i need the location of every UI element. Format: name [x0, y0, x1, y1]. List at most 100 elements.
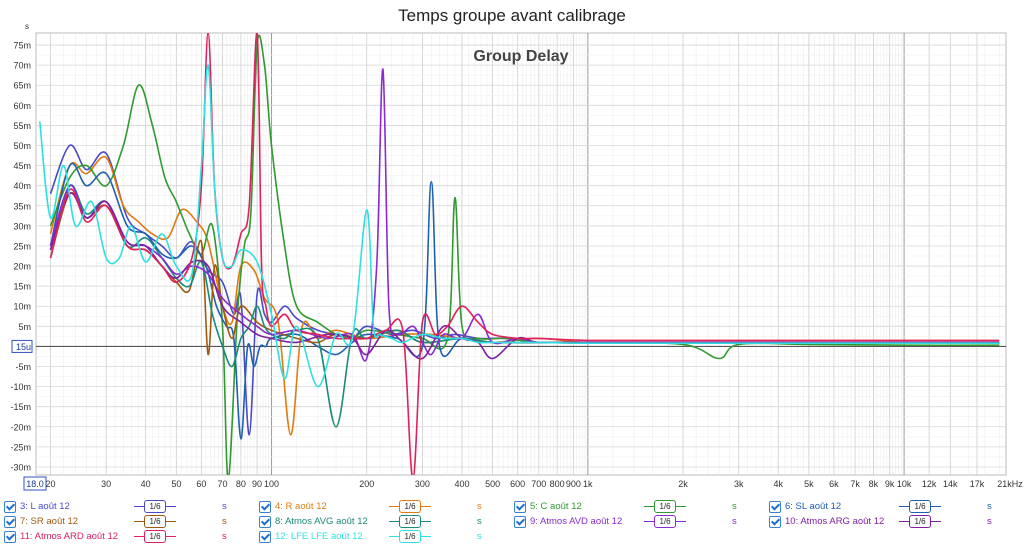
smoothing-label: 1/6 [399, 530, 421, 543]
legend-unit: s [477, 531, 482, 542]
checkbox-icon[interactable] [259, 516, 271, 528]
x-tick-label: 900 [566, 479, 581, 489]
series-line [49, 33, 1000, 475]
y-tick-label: 35m [13, 201, 31, 211]
x-tick-label: 60 [196, 479, 206, 489]
checkbox-icon[interactable] [259, 501, 271, 513]
x-start-label: 18.0 [26, 479, 44, 489]
x-start-marker [23, 476, 47, 491]
checkbox-icon[interactable] [259, 531, 271, 543]
checkbox-icon[interactable] [514, 501, 526, 513]
legend-item[interactable]: 7: SR août 12 1/6 s [4, 514, 254, 530]
y-tick-label: -30m [10, 462, 31, 472]
x-tick-label: 12k [922, 479, 937, 489]
checkbox-icon[interactable] [4, 531, 16, 543]
smoothing-selector[interactable]: 1/6 [899, 515, 941, 528]
x-tick-label: 100 [264, 479, 279, 489]
x-tick-label: 2k [678, 479, 688, 489]
legend-unit: s [477, 516, 482, 527]
smoothing-label: 1/6 [399, 515, 421, 528]
legend-unit: s [732, 516, 737, 527]
group-delay-chart[interactable]: 20 30 40 50 60 70 80 90 100 200 300 400 500 600 700 800… [0, 0, 1024, 497]
y-tick-label: 40m [13, 181, 31, 191]
x-tick-label: 90 [252, 479, 262, 489]
x-tick-label: 17k [970, 479, 985, 489]
x-tick-label: 5k [804, 479, 814, 489]
x-tick-label: 8k [869, 479, 879, 489]
smoothing-selector[interactable]: 1/6 [389, 530, 431, 543]
y-tick-label: 30m [13, 221, 31, 231]
x-tick-label: 800 [550, 479, 565, 489]
smoothing-label: 1/6 [909, 500, 931, 513]
chart-title: Temps groupe avant calibrage [398, 6, 626, 25]
legend-series-name: 5: C août 12 [530, 501, 582, 512]
checkbox-icon[interactable] [4, 516, 16, 528]
y-tick-label: -5m [16, 362, 32, 372]
smoothing-selector[interactable]: 1/6 [644, 500, 686, 513]
checkbox-icon[interactable] [769, 501, 781, 513]
smoothing-selector[interactable]: 1/6 [389, 500, 431, 513]
x-tick-label: 300 [415, 479, 430, 489]
legend-item[interactable]: 10: Atmos ARG août 12 1/6 s [769, 514, 1019, 530]
y-tick-label: 20m [13, 262, 31, 272]
y-tick-label: 25m [13, 241, 31, 251]
y-tick-label: -20m [10, 422, 31, 432]
y-tick-label: 15u [16, 342, 31, 352]
legend-series-name: 10: Atmos ARG août 12 [785, 516, 885, 527]
legend-item[interactable]: 8: Atmos AVG août 12 1/6 s [259, 514, 509, 530]
legend-series-name: 6: SL août 12 [785, 501, 842, 512]
legend-item[interactable]: 5: C août 12 1/6 s [514, 499, 764, 515]
y-tick-label: -15m [10, 402, 31, 412]
x-tick-label: 700 [531, 479, 546, 489]
y-tick-label: 55m [13, 121, 31, 131]
smoothing-label: 1/6 [144, 530, 166, 543]
y-tick-label: 15m [13, 282, 31, 292]
y-tick-label: 65m [13, 81, 31, 91]
legend-item[interactable]: 9: Atmos AVD août 12 1/6 s [514, 514, 764, 530]
x-tick-label: 200 [359, 479, 374, 489]
checkbox-icon[interactable] [769, 516, 781, 528]
x-tick-label: 70 [218, 479, 228, 489]
legend-series-name: 12: LFE LFE août 12 [275, 531, 363, 542]
y-tick-label: 60m [13, 101, 31, 111]
legend-item[interactable]: 12: LFE LFE août 12 1/6 s [259, 529, 509, 545]
legend-series-name: 9: Atmos AVD août 12 [530, 516, 623, 527]
series-line [39, 64, 1000, 388]
legend-unit: s [222, 531, 227, 542]
smoothing-selector[interactable]: 1/6 [134, 530, 176, 543]
legend-item[interactable]: 11: Atmos ARD août 12 1/6 s [4, 529, 254, 545]
x-tick-label: 3k [734, 479, 744, 489]
checkbox-icon[interactable] [514, 516, 526, 528]
smoothing-selector[interactable]: 1/6 [134, 500, 176, 513]
x-tick-label: 6k [829, 479, 839, 489]
smoothing-label: 1/6 [654, 515, 676, 528]
smoothing-selector[interactable]: 1/6 [134, 515, 176, 528]
smoothing-selector[interactable]: 1/6 [389, 515, 431, 528]
y-zero-marker [11, 339, 33, 353]
smoothing-selector[interactable]: 1/6 [644, 515, 686, 528]
smoothing-label: 1/6 [144, 515, 166, 528]
smoothing-label: 1/6 [909, 515, 931, 528]
legend-series-name: 7: SR août 12 [20, 516, 79, 527]
checkbox-icon[interactable] [4, 501, 16, 513]
x-tick-label: 1k [583, 479, 593, 489]
smoothing-label: 1/6 [144, 500, 166, 513]
smoothing-selector[interactable]: 1/6 [899, 500, 941, 513]
y-tick-label: 70m [13, 61, 31, 71]
legend-item[interactable]: 3: L août 12 1/6 s [4, 499, 254, 515]
legend-unit: s [477, 501, 482, 512]
y-tick-label: 50m [13, 141, 31, 151]
legend-unit: s [222, 501, 227, 512]
x-tick-label: 14k [943, 479, 958, 489]
plot-area [35, 32, 1007, 476]
series-line [49, 155, 1000, 436]
legend: 3: L août 12 1/6 s 4: R août 12 1/6 s 5: C aoû… [0, 497, 1024, 557]
y-tick-label: -10m [10, 382, 31, 392]
x-tick-label: 20 [45, 479, 55, 489]
x-tick-label: 80 [236, 479, 246, 489]
legend-item[interactable]: 6: SL août 12 1/6 s [769, 499, 1019, 515]
legend-series-name: 3: L août 12 [20, 501, 70, 512]
legend-item[interactable]: 4: R août 12 1/6 s [259, 499, 509, 515]
legend-unit: s [987, 501, 992, 512]
x-tick-label: 4k [773, 479, 783, 489]
